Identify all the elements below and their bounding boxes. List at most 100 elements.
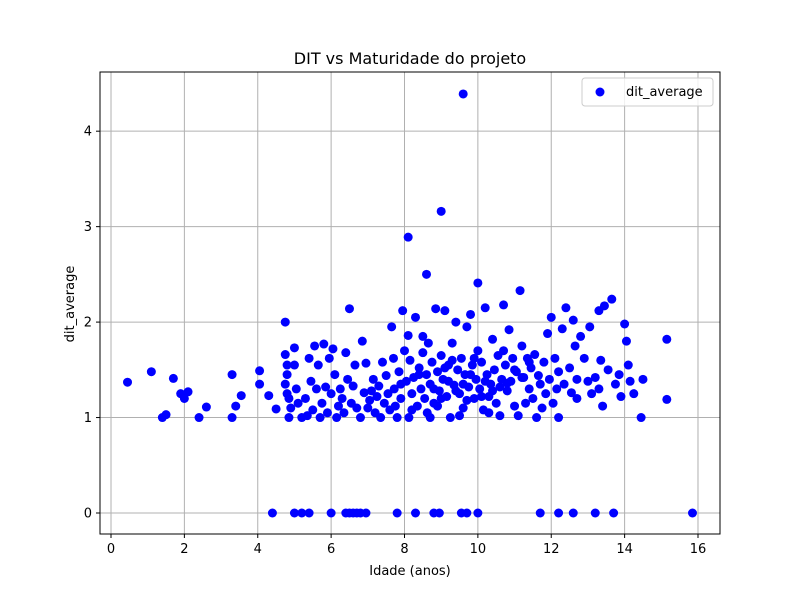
data-point bbox=[280, 379, 290, 389]
data-point bbox=[561, 303, 571, 313]
data-point bbox=[469, 353, 479, 363]
data-point bbox=[687, 508, 697, 518]
data-point bbox=[614, 370, 624, 380]
data-point bbox=[255, 366, 265, 376]
data-point bbox=[422, 370, 432, 380]
data-point bbox=[377, 357, 387, 367]
data-point bbox=[317, 398, 327, 408]
data-point bbox=[609, 508, 619, 518]
data-point bbox=[227, 370, 237, 380]
data-point bbox=[416, 384, 426, 394]
data-point bbox=[379, 398, 389, 408]
data-point bbox=[541, 389, 551, 399]
data-point bbox=[491, 398, 501, 408]
data-point bbox=[146, 367, 156, 377]
y-tick-label: 2 bbox=[84, 316, 92, 331]
data-point bbox=[475, 384, 485, 394]
data-point bbox=[407, 389, 417, 399]
legend-marker bbox=[595, 87, 605, 97]
data-point bbox=[535, 379, 545, 389]
data-point bbox=[289, 360, 299, 370]
data-point bbox=[543, 329, 553, 339]
data-point bbox=[447, 355, 457, 365]
y-tick-label: 1 bbox=[84, 411, 92, 426]
data-point bbox=[596, 355, 606, 365]
data-point bbox=[372, 392, 382, 402]
y-tick-label: 3 bbox=[84, 220, 92, 235]
data-point bbox=[411, 508, 421, 518]
data-point bbox=[455, 411, 465, 421]
data-point bbox=[488, 386, 498, 396]
data-point bbox=[576, 331, 586, 341]
data-point bbox=[603, 365, 613, 375]
data-point bbox=[440, 306, 450, 316]
data-points bbox=[123, 89, 697, 518]
data-point bbox=[348, 381, 358, 391]
x-tick-label: 4 bbox=[254, 542, 262, 557]
data-point bbox=[458, 89, 468, 99]
data-point bbox=[550, 353, 560, 363]
data-point bbox=[583, 376, 593, 386]
data-point bbox=[510, 401, 520, 411]
data-point bbox=[456, 353, 466, 363]
data-point bbox=[607, 294, 617, 304]
data-point bbox=[621, 336, 631, 346]
data-point bbox=[306, 376, 316, 386]
data-point bbox=[330, 370, 340, 380]
data-point bbox=[504, 325, 514, 335]
data-point bbox=[396, 393, 406, 403]
data-point bbox=[662, 334, 672, 344]
data-point bbox=[328, 344, 338, 354]
data-point bbox=[403, 232, 413, 242]
x-tick-label: 0 bbox=[107, 542, 115, 557]
data-point bbox=[291, 384, 301, 394]
data-point bbox=[508, 353, 518, 363]
data-point bbox=[271, 404, 281, 414]
data-point bbox=[436, 206, 446, 216]
data-point bbox=[610, 379, 620, 389]
data-point bbox=[319, 339, 329, 349]
data-point bbox=[447, 338, 457, 348]
data-point bbox=[302, 411, 312, 421]
data-point bbox=[528, 393, 538, 403]
data-point bbox=[502, 386, 512, 396]
data-point bbox=[557, 324, 567, 334]
data-point bbox=[436, 393, 446, 403]
data-point bbox=[625, 376, 635, 386]
data-point bbox=[337, 393, 347, 403]
legend-label: dit_average bbox=[626, 85, 703, 100]
data-point bbox=[289, 343, 299, 353]
data-point bbox=[361, 358, 371, 368]
data-point bbox=[357, 336, 367, 346]
data-point bbox=[473, 278, 483, 288]
data-point bbox=[590, 372, 600, 382]
data-point bbox=[411, 312, 421, 322]
data-point bbox=[431, 304, 441, 314]
data-point bbox=[451, 386, 461, 396]
data-point bbox=[570, 341, 580, 351]
data-point bbox=[616, 392, 626, 402]
data-point bbox=[462, 508, 472, 518]
data-point bbox=[495, 382, 505, 392]
data-point bbox=[403, 330, 413, 340]
data-point bbox=[267, 508, 277, 518]
data-point bbox=[304, 508, 314, 518]
data-point bbox=[579, 353, 589, 363]
data-point bbox=[392, 413, 402, 423]
data-point bbox=[565, 363, 575, 373]
y-tick-label: 4 bbox=[84, 125, 92, 140]
data-point bbox=[359, 388, 369, 398]
data-point bbox=[123, 377, 133, 387]
data-point bbox=[473, 346, 483, 356]
x-tick-label: 6 bbox=[327, 542, 335, 557]
data-point bbox=[466, 309, 476, 319]
data-point bbox=[440, 363, 450, 373]
data-point bbox=[398, 306, 408, 316]
data-point bbox=[310, 341, 320, 351]
data-point bbox=[326, 508, 336, 518]
data-point bbox=[387, 322, 397, 332]
data-point bbox=[168, 373, 178, 383]
data-point bbox=[350, 360, 360, 370]
data-point bbox=[433, 367, 443, 377]
